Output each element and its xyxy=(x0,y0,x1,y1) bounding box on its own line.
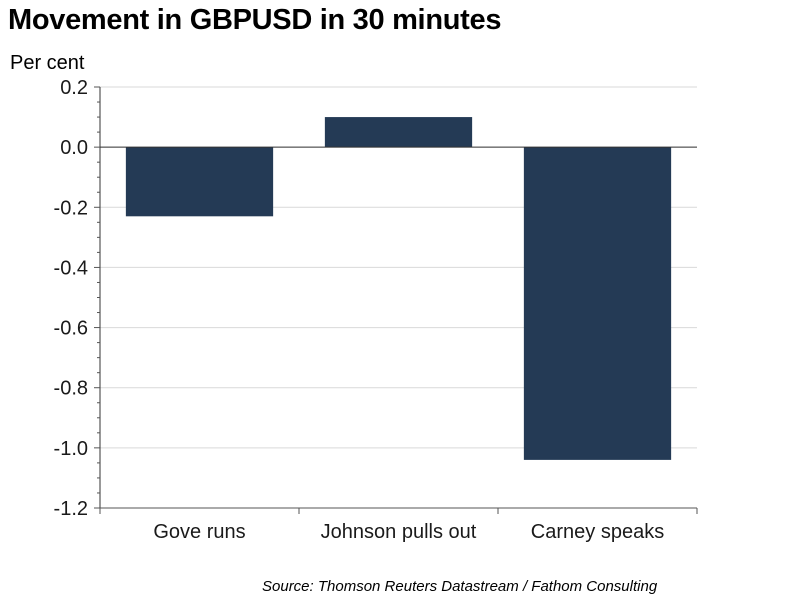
source-note: Source: Thomson Reuters Datastream / Fat… xyxy=(262,578,658,595)
y-tick-label: -0.2 xyxy=(54,197,88,219)
x-category-label: Johnson pulls out xyxy=(321,521,477,543)
y-tick-label: -0.8 xyxy=(54,378,88,400)
tick-labels: 0.2 0.0 -0.2 -0.4 -0.6 -0.8 -1.0 -1.2 Gove runs J… xyxy=(54,77,665,543)
x-category-label: Carney speaks xyxy=(531,521,664,543)
axes xyxy=(94,86,698,514)
bar xyxy=(125,147,274,217)
chart-title: Movement in GBPUSD in 30 minutes xyxy=(8,4,502,36)
x-category-label: Gove runs xyxy=(153,521,245,543)
bar xyxy=(324,117,473,148)
y-axis-unit-label: Per cent xyxy=(10,52,85,74)
bars xyxy=(125,117,672,460)
y-tick-label: 0.0 xyxy=(60,137,88,159)
y-tick-label: -0.4 xyxy=(54,257,88,279)
y-tick-label: -1.0 xyxy=(54,438,88,460)
y-tick-label: -0.6 xyxy=(54,318,88,340)
y-tick-label: -1.2 xyxy=(54,498,88,520)
bar xyxy=(523,147,672,460)
y-tick-label: 0.2 xyxy=(60,77,88,99)
